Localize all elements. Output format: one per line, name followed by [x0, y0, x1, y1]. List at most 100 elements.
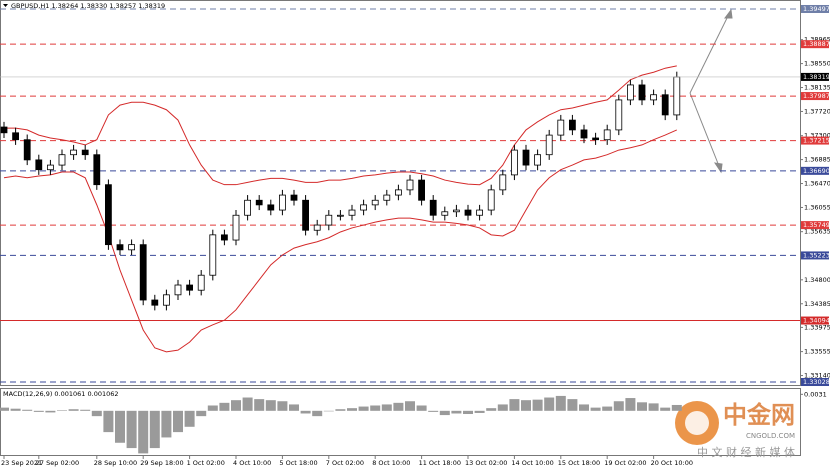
y-tick-label: 1.34385: [804, 300, 830, 308]
candle-body: [35, 159, 43, 171]
macd-bar: [312, 410, 323, 417]
macd-bar: [416, 405, 427, 411]
x-tick-label: 15 Oct 18:00: [558, 459, 600, 467]
y-tick-label: 1.34800: [804, 276, 830, 284]
macd-bar: [0, 407, 9, 411]
level-box: [801, 378, 829, 387]
x-tick-label: 13 Oct 02:00: [465, 459, 507, 467]
x-tick-label: 28 Sep 10:00: [94, 459, 137, 467]
macd-bar: [149, 410, 160, 449]
x-tick-label: 11 Oct 18:00: [419, 459, 461, 467]
x-tick-label: 20 Oct 10:00: [651, 459, 693, 467]
macd-bar: [381, 404, 392, 411]
y-tick-label: 1.33140: [804, 372, 830, 380]
candle-body: [615, 99, 623, 131]
watermark-site: CNGOLD.COM: [746, 432, 795, 440]
macd-bar: [509, 399, 520, 411]
macd-bar: [613, 401, 624, 411]
candle-body: [592, 137, 599, 141]
candle-body: [545, 134, 553, 156]
candle-body: [360, 204, 368, 211]
candle-body: [627, 84, 634, 101]
candle-body: [383, 194, 391, 201]
y-tick-label: 1.36055: [804, 203, 830, 211]
candle-body: [313, 224, 321, 231]
macd-bar: [579, 404, 589, 411]
x-tick-label: 7 Oct 02:00: [326, 459, 364, 467]
x-tick-label: 27 Sep 02:00: [36, 459, 79, 467]
y-tick-label: 1.37720: [804, 107, 830, 115]
arrows: [689, 8, 733, 174]
macd-title: MACD(12,26,9) 0.001061 0.001062: [3, 390, 119, 398]
macd-bar: [126, 410, 137, 449]
candle-body: [557, 119, 565, 136]
macd-bar: [567, 399, 578, 411]
macd-bar: [637, 402, 647, 411]
level-box: [801, 136, 829, 145]
menu-triangle: [3, 4, 8, 7]
y-tick-label: 1.37300: [804, 132, 830, 140]
macd-bar: [625, 398, 636, 411]
macd-bar: [207, 405, 218, 411]
macd-bar: [219, 402, 230, 411]
macd-bar: [451, 410, 462, 414]
macd-bar: [91, 410, 102, 417]
candle-body: [47, 164, 54, 171]
candle-body: [418, 179, 426, 201]
macd-bar: [22, 409, 33, 411]
y-tick-label: 1.36885: [804, 156, 830, 164]
macd-bar: [45, 410, 56, 413]
candle-body: [638, 84, 646, 101]
macd-bar: [497, 404, 508, 411]
candle-body: [534, 154, 541, 166]
candle-body: [116, 244, 124, 251]
macd-bar: [68, 409, 79, 411]
macd-bar: [347, 408, 357, 411]
macd-bar: [532, 399, 543, 411]
candle-body: [499, 174, 507, 191]
candle-body: [394, 189, 402, 196]
y-tick-label: 1.35635: [804, 228, 830, 236]
watermark-brand: 中金网: [723, 401, 795, 429]
candle-body: [244, 199, 252, 216]
macd-bar: [555, 395, 566, 411]
y-tick-label: 1.38550: [804, 60, 830, 68]
macd-bar: [33, 410, 44, 412]
bollinger-band: [3, 129, 678, 353]
candle-body: [232, 214, 240, 241]
level-box: [801, 40, 829, 49]
level-label: 1.34094: [803, 317, 830, 325]
candle-body: [93, 154, 101, 186]
current-price-label: 1.38319: [803, 73, 830, 81]
macd-bar: [370, 405, 381, 411]
candle-body: [452, 209, 460, 213]
level-label: 1.37987: [803, 92, 830, 100]
candle-body: [302, 199, 310, 231]
level-label: 1.39497: [803, 5, 830, 13]
level-box: [801, 316, 829, 325]
candle-body: [371, 199, 379, 206]
candle-body: [336, 214, 344, 217]
chart-title: GBPUSD,H1 1.38264 1.38330 1.38257 1.3831…: [11, 2, 165, 10]
candle-body: [174, 284, 182, 296]
macd-bar: [474, 410, 485, 413]
candle-body: [151, 299, 159, 306]
candle-body: [603, 129, 611, 141]
level-label: 1.37215: [803, 137, 830, 145]
candle-body: [23, 139, 31, 161]
macd-bar: [439, 410, 450, 416]
macd-bar: [300, 410, 311, 414]
x-tick-label: 29 Sep 18:00: [140, 459, 183, 467]
level-label: 1.35223: [803, 251, 830, 259]
macd-bar: [660, 407, 671, 411]
macd-bar: [648, 403, 659, 411]
macd-bar: [138, 410, 149, 454]
candle-body: [58, 154, 66, 166]
candle-body: [139, 244, 147, 301]
candle-body: [197, 274, 205, 291]
candle-body: [522, 149, 530, 166]
macd-bar: [463, 410, 473, 415]
macd-bar: [544, 397, 555, 411]
macd-bar: [184, 410, 195, 427]
